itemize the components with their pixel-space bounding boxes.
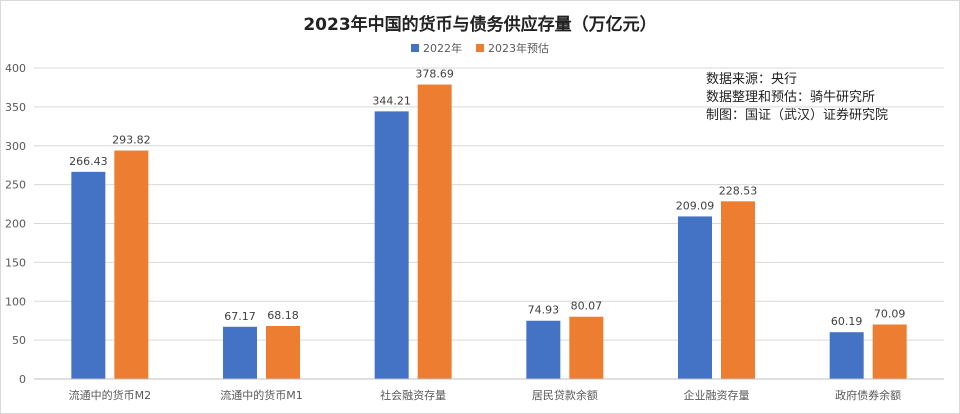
data-label-2023-3: 80.07: [571, 300, 603, 313]
category-label-0: 流通中的货币M2: [69, 388, 152, 402]
category-label-1: 流通中的货币M1: [220, 388, 303, 402]
y-tick-label-3: 150: [5, 256, 26, 269]
data-label-2023-4: 228.53: [719, 184, 758, 197]
y-tick-label-7: 350: [5, 101, 26, 114]
category-label-4: 企业融资存量: [684, 388, 750, 402]
legend-entry-2023: 2023年预估: [476, 40, 549, 56]
data-label-2023-0: 293.82: [112, 134, 151, 147]
chart-title: 2023年中国的货币与债务供应存量（万亿元）: [303, 15, 657, 35]
bar-2023-3: [569, 316, 604, 379]
data-label-2022-1: 67.17: [224, 310, 256, 323]
y-tick-label-0: 0: [19, 373, 26, 386]
bar-2022-3: [526, 320, 561, 379]
category-label-5: 政府债券余额: [835, 388, 901, 402]
bar-2023-1: [266, 325, 300, 379]
legend-label-2022: 2022年: [423, 42, 462, 55]
data-label-2022-0: 266.43: [69, 155, 108, 168]
bar-2023-4: [721, 201, 755, 379]
bar-2023-2: [417, 84, 452, 379]
bar-2022-0: [71, 171, 106, 379]
source-note-line-1: 数据来源：央行: [706, 72, 798, 87]
y-tick-label-4: 200: [5, 218, 26, 231]
bar-2022-2: [374, 111, 409, 380]
category-label-2: 社会融资存量: [380, 388, 446, 402]
y-tick-label-8: 400: [5, 62, 26, 75]
bar-2023-0: [114, 150, 149, 379]
y-tick-label-5: 250: [5, 179, 26, 192]
source-note: 数据来源：央行 数据整理和预估：骑牛研究所 制图：国证（武汉）证券研究院: [706, 71, 888, 125]
legend: 2022年 2023年预估: [0, 40, 960, 56]
legend-entry-2022: 2022年: [411, 40, 462, 56]
y-tick-label-2: 100: [5, 295, 26, 308]
data-label-2023-1: 68.18: [267, 309, 299, 322]
data-label-2023-2: 378.69: [415, 68, 454, 81]
bar-2022-1: [223, 326, 257, 379]
source-note-line-3: 制图：国证（武汉）证券研究院: [706, 108, 889, 123]
data-label-2022-4: 209.09: [676, 199, 715, 212]
bar-2023-5: [872, 324, 907, 379]
source-note-line-2: 数据整理和预估：骑牛研究所: [706, 90, 876, 105]
data-label-2022-2: 344.21: [372, 94, 411, 107]
y-tick-label-6: 300: [5, 140, 26, 153]
bar-2022-4: [678, 216, 712, 379]
bar-2022-5: [829, 332, 864, 379]
data-label-2022-5: 60.19: [831, 315, 863, 328]
legend-label-2023: 2023年预估: [488, 42, 549, 55]
data-label-2022-3: 74.93: [528, 304, 560, 317]
legend-swatch-2022: [411, 44, 419, 52]
y-tick-label-1: 50: [12, 334, 26, 347]
data-label-2023-5: 70.09: [874, 308, 906, 321]
legend-swatch-2023: [476, 44, 484, 52]
category-label-3: 居民贷款余额: [532, 388, 598, 402]
